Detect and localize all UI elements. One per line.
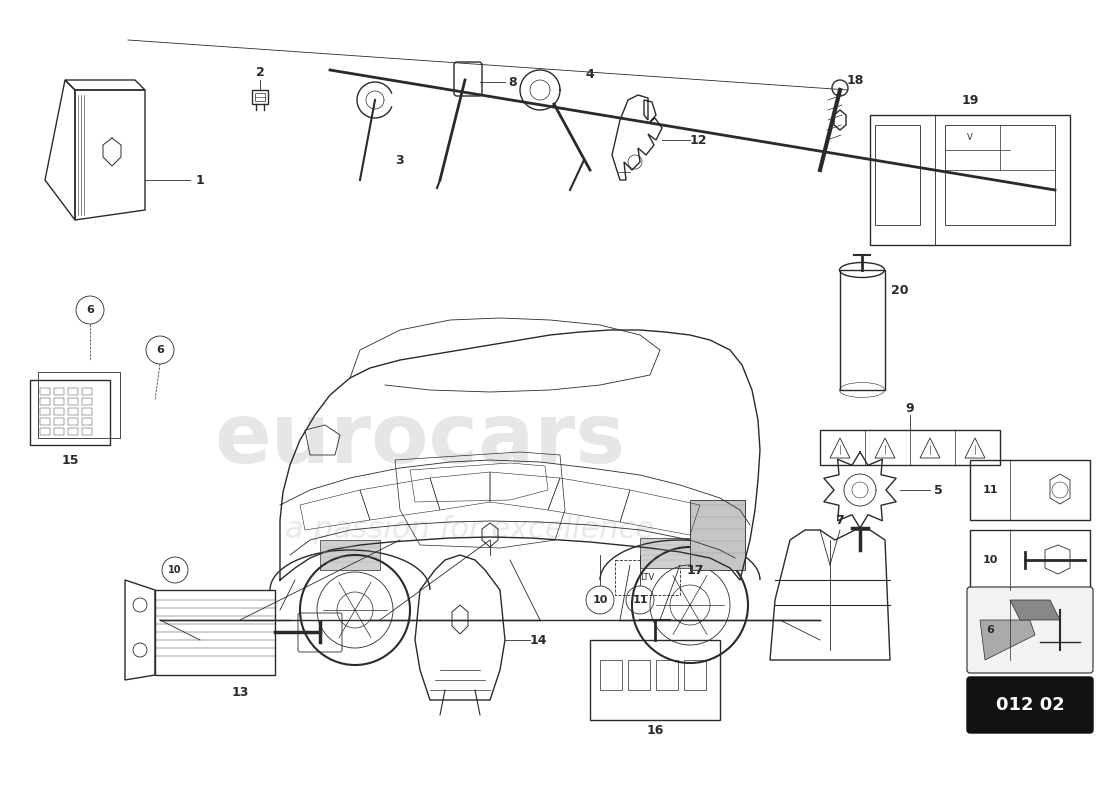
Bar [870, 115, 1070, 245]
Text: 3: 3 [396, 154, 405, 166]
Bar [255, 93, 265, 101]
Text: 18: 18 [846, 74, 864, 86]
Bar [40, 398, 49, 405]
Polygon shape [1010, 600, 1060, 620]
Text: 9: 9 [905, 402, 914, 414]
Bar [40, 408, 49, 415]
Bar [40, 418, 49, 425]
Bar [82, 428, 92, 435]
Bar [970, 460, 1090, 520]
Bar [690, 500, 745, 570]
Bar [54, 428, 64, 435]
Bar [54, 388, 64, 395]
Text: 15: 15 [62, 454, 79, 466]
Text: a passion for excellence: a passion for excellence [285, 515, 654, 545]
Bar [68, 418, 78, 425]
Text: 10: 10 [168, 565, 182, 575]
Bar [82, 388, 92, 395]
Bar [82, 418, 92, 425]
Bar [68, 428, 78, 435]
Bar [820, 430, 1000, 465]
Text: 16: 16 [647, 723, 663, 737]
Bar [945, 125, 1055, 225]
Bar [628, 660, 650, 690]
Polygon shape [980, 620, 1035, 660]
Bar [54, 398, 64, 405]
Text: 7: 7 [836, 514, 845, 526]
Text: 10: 10 [982, 555, 998, 565]
Bar [684, 660, 706, 690]
Text: 20: 20 [891, 283, 909, 297]
Text: 012 02: 012 02 [996, 696, 1065, 714]
Bar [40, 428, 49, 435]
Text: 12: 12 [690, 134, 706, 146]
Text: 1: 1 [196, 174, 205, 186]
Text: 8: 8 [508, 75, 517, 89]
Bar [874, 125, 920, 225]
Bar [54, 418, 64, 425]
Text: 19: 19 [961, 94, 979, 106]
Text: 4: 4 [585, 69, 594, 82]
Text: 10: 10 [592, 595, 607, 605]
Bar [970, 600, 1090, 660]
Bar [68, 388, 78, 395]
Bar [840, 270, 886, 390]
Bar [40, 388, 49, 395]
Text: 11: 11 [632, 595, 648, 605]
Text: LTV: LTV [640, 573, 654, 582]
Text: eurocars: eurocars [214, 399, 626, 481]
Text: 5: 5 [934, 483, 943, 497]
Text: 13: 13 [231, 686, 249, 698]
Text: 14: 14 [529, 634, 547, 646]
Bar [54, 408, 64, 415]
Bar [970, 530, 1090, 590]
Bar [155, 590, 275, 675]
Text: V: V [967, 133, 972, 142]
Text: 2: 2 [255, 66, 264, 78]
Bar [30, 380, 110, 445]
Bar [590, 640, 720, 720]
Text: 6: 6 [86, 305, 94, 315]
Bar [82, 398, 92, 405]
Bar [656, 660, 678, 690]
Bar [82, 408, 92, 415]
FancyBboxPatch shape [967, 587, 1093, 673]
Text: 6: 6 [156, 345, 164, 355]
Text: 6: 6 [986, 625, 994, 635]
Bar [252, 90, 268, 104]
FancyBboxPatch shape [967, 677, 1093, 733]
Bar [68, 398, 78, 405]
Text: 17: 17 [686, 563, 704, 577]
Bar [615, 560, 680, 595]
Bar [600, 660, 621, 690]
Bar [320, 540, 379, 570]
Text: 11: 11 [982, 485, 998, 495]
Bar [640, 538, 695, 568]
Bar [68, 408, 78, 415]
